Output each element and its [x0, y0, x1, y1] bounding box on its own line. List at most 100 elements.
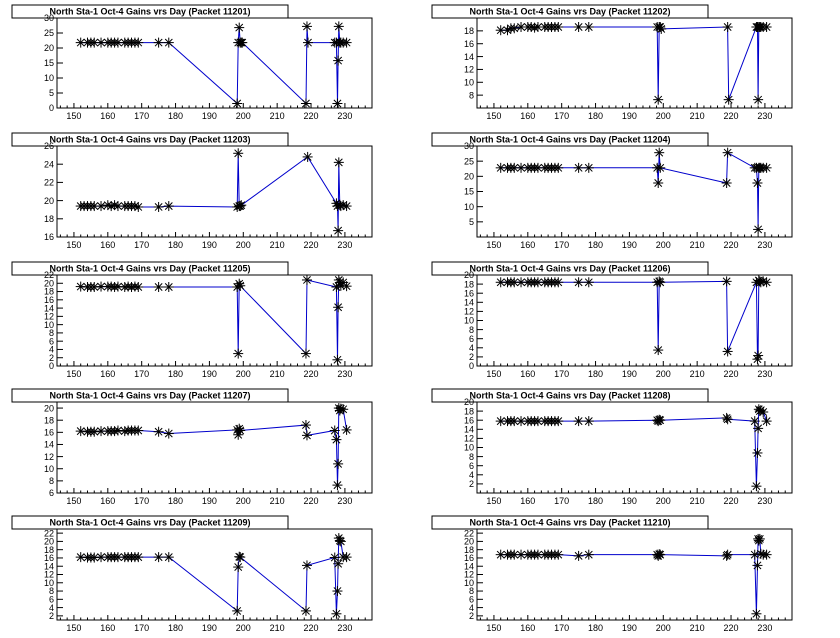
- x-tick-label: 220: [724, 240, 739, 250]
- data-point-marker: [509, 549, 520, 560]
- data-point-marker: [553, 162, 564, 173]
- x-tick-label: 220: [304, 623, 319, 633]
- x-tick-label: 190: [202, 496, 217, 506]
- x-tick-label: 230: [757, 369, 772, 379]
- x-tick-label: 160: [520, 111, 535, 121]
- x-tick-label: 210: [270, 623, 285, 633]
- chart-title-box: North Sta-1 Oct-4 Gains vrs Day (Packet …: [431, 4, 709, 19]
- y-tick-label: 6: [49, 488, 54, 498]
- x-tick-label: 220: [304, 240, 319, 250]
- x-tick-label: 200: [236, 623, 251, 633]
- y-tick-label: 16: [464, 288, 474, 298]
- y-tick-label: 14: [464, 52, 474, 62]
- x-tick-label: 220: [304, 496, 319, 506]
- series-line: [500, 26, 767, 100]
- data-point-marker: [761, 22, 772, 32]
- x-tick-label: 150: [486, 240, 501, 250]
- chart-title: North Sta-1 Oct-4 Gains vrs Day (Packet …: [49, 391, 250, 401]
- y-tick-label: 25: [44, 28, 54, 38]
- x-tick-label: 230: [757, 623, 772, 633]
- x-tick-label: 190: [202, 369, 217, 379]
- x-tick-label: 160: [100, 240, 115, 250]
- y-tick-label: 12: [464, 65, 474, 75]
- y-tick-label: 30: [44, 13, 54, 23]
- plot-frame: [476, 145, 793, 238]
- data-point-marker: [301, 430, 312, 441]
- data-point-marker: [232, 98, 243, 109]
- chart-panel-7: North Sta-1 Oct-4 Gains vrs Day (Packet …: [11, 388, 373, 506]
- y-tick-label: 20: [464, 537, 474, 547]
- x-tick-label: 170: [554, 496, 569, 506]
- chart-panel-3: North Sta-1 Oct-4 Gains vrs Day (Packet …: [11, 132, 373, 250]
- data-point-marker: [235, 425, 246, 436]
- data-point-marker: [233, 348, 244, 359]
- data-point-marker: [761, 416, 772, 427]
- data-point-marker: [751, 481, 762, 492]
- data-point-marker: [526, 22, 537, 32]
- y-tick-label: 18: [464, 545, 474, 555]
- data-point-marker: [341, 552, 352, 563]
- data-point-marker: [495, 25, 506, 36]
- data-point-marker: [495, 277, 506, 288]
- data-point-marker: [583, 22, 594, 32]
- y-tick-label: 20: [44, 278, 54, 288]
- x-tick-label: 200: [236, 240, 251, 250]
- x-tick-label: 160: [520, 496, 535, 506]
- y-tick-label: 25: [464, 156, 474, 166]
- series-line: [500, 279, 767, 360]
- y-tick-label: 24: [44, 159, 54, 169]
- data-point-marker: [333, 21, 344, 32]
- x-tick-label: 180: [168, 623, 183, 633]
- data-point-marker: [300, 98, 311, 109]
- chart-title: North Sta-1 Oct-4 Gains vrs Day (Packet …: [49, 518, 250, 528]
- data-point-marker: [761, 277, 772, 288]
- x-tick-label: 180: [588, 240, 603, 250]
- plot-frame: [56, 145, 373, 238]
- data-point-marker: [495, 162, 506, 173]
- data-point-marker: [532, 22, 543, 32]
- chart-title: North Sta-1 Oct-4 Gains vrs Day (Packet …: [49, 7, 250, 17]
- series-line: [80, 407, 348, 486]
- data-point-marker: [656, 23, 667, 34]
- data-point-marker: [236, 200, 247, 211]
- x-tick-label: 190: [202, 623, 217, 633]
- x-tick-label: 220: [724, 623, 739, 633]
- data-point-marker: [553, 22, 564, 32]
- data-point-marker: [163, 552, 174, 563]
- x-tick-label: 170: [554, 111, 569, 121]
- y-tick-label: 4: [49, 603, 54, 613]
- data-point-marker: [553, 549, 564, 560]
- data-point-marker: [89, 426, 100, 437]
- data-point-marker: [655, 549, 666, 560]
- x-tick-label: 150: [486, 369, 501, 379]
- y-tick-label: 5: [469, 217, 474, 227]
- series-line: [80, 26, 347, 105]
- x-tick-label: 180: [168, 496, 183, 506]
- y-tick-label: 18: [464, 279, 474, 289]
- x-tick-label: 170: [554, 623, 569, 633]
- data-point-marker: [573, 550, 584, 561]
- data-point-marker: [516, 549, 527, 560]
- data-point-marker: [163, 428, 174, 439]
- x-tick-label: 170: [134, 111, 149, 121]
- y-tick-label: 10: [44, 320, 54, 330]
- chart-panel-8: North Sta-1 Oct-4 Gains vrs Day (Packet …: [431, 388, 793, 506]
- y-tick-label: 14: [464, 561, 474, 571]
- data-point-marker: [153, 281, 164, 292]
- data-point-marker: [722, 147, 733, 158]
- plot-frame: [56, 17, 373, 109]
- x-tick-label: 220: [304, 369, 319, 379]
- x-tick-label: 170: [134, 496, 149, 506]
- x-tick-label: 180: [168, 369, 183, 379]
- y-tick-label: 6: [469, 461, 474, 471]
- data-point-marker: [341, 281, 352, 292]
- x-tick-label: 160: [520, 623, 535, 633]
- data-point-marker: [655, 415, 666, 426]
- x-tick-label: 210: [690, 369, 705, 379]
- data-point-marker: [153, 37, 164, 48]
- data-point-marker: [573, 416, 584, 427]
- chart-title-box: North Sta-1 Oct-4 Gains vrs Day (Packet …: [11, 515, 289, 530]
- x-tick-label: 190: [202, 111, 217, 121]
- data-point-marker: [335, 536, 346, 547]
- data-point-marker: [655, 162, 666, 173]
